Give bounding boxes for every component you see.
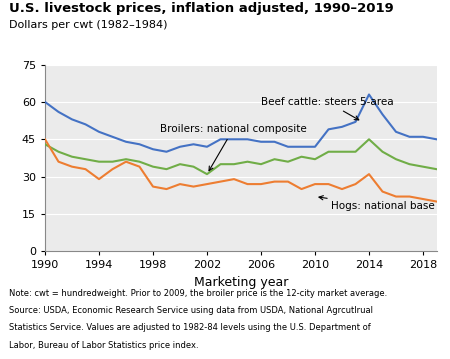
- Text: Beef cattle: steers 5-area: Beef cattle: steers 5-area: [261, 97, 394, 120]
- Text: U.S. livestock prices, inflation adjusted, 1990–2019: U.S. livestock prices, inflation adjuste…: [9, 2, 394, 15]
- Text: Labor, Bureau of Labor Statistics price index.: Labor, Bureau of Labor Statistics price …: [9, 341, 198, 350]
- Text: Broilers: national composite: Broilers: national composite: [160, 124, 306, 171]
- Text: Source: USDA, Economic Research Service using data from USDA, National Agrcutlru: Source: USDA, Economic Research Service …: [9, 306, 373, 315]
- X-axis label: Marketing year: Marketing year: [194, 276, 288, 289]
- Text: Note: cwt = hundredweight. Prior to 2009, the broiler price is the 12-city marke: Note: cwt = hundredweight. Prior to 2009…: [9, 289, 387, 298]
- Text: Dollars per cwt (1982–1984): Dollars per cwt (1982–1984): [9, 20, 167, 30]
- Text: Hogs: national base: Hogs: national base: [319, 196, 435, 211]
- Text: Statistics Service. Values are adjusted to 1982-84 levels using the U.S. Departm: Statistics Service. Values are adjusted …: [9, 323, 371, 332]
